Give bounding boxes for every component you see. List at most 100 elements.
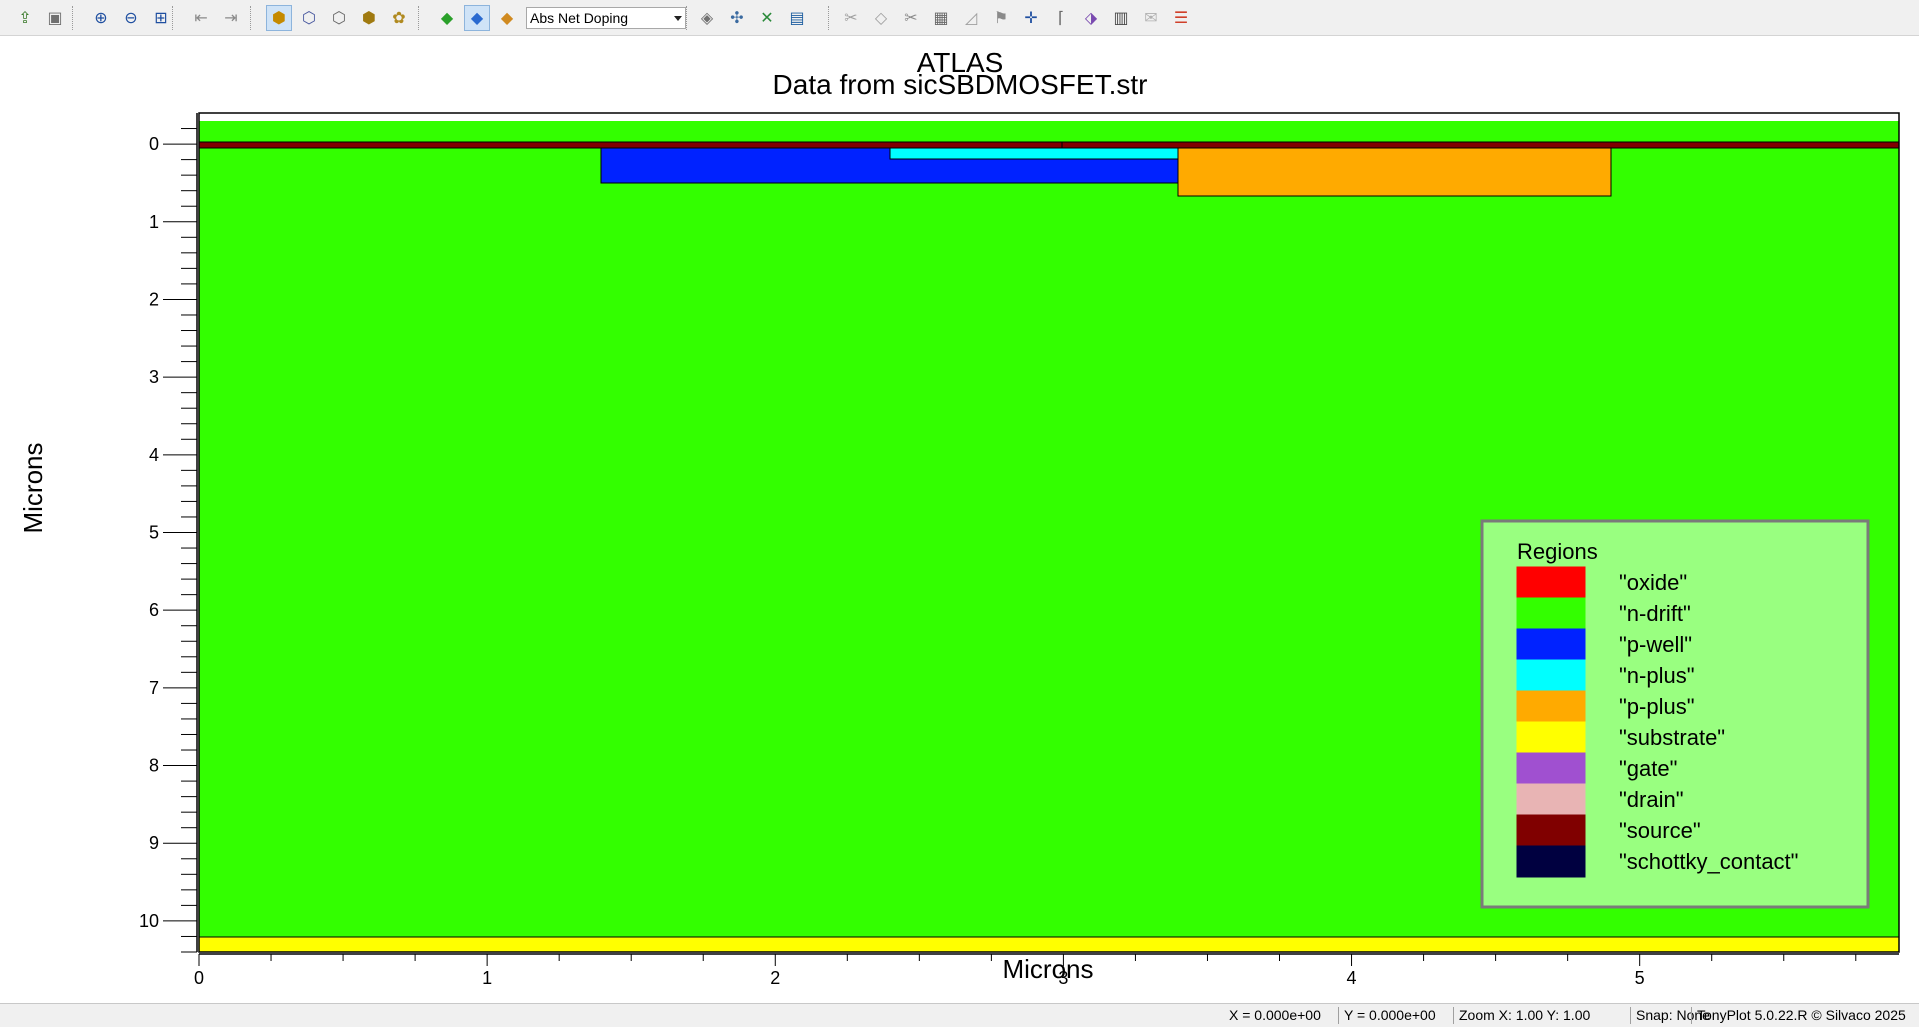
ruler-icon[interactable]: ◿ [964, 8, 978, 27]
region-source-left [198, 141, 1063, 149]
region-source-right [1061, 141, 1900, 149]
x-tick-label: 1 [482, 968, 492, 988]
y-axis: 0 1 2 3 4 5 6 7 8 9 10 [139, 113, 198, 953]
y-tick-label: 6 [149, 600, 159, 620]
boundary-icon[interactable]: ✿ [392, 8, 406, 27]
y-tick-label: 1 [149, 212, 159, 232]
legend-label: "drain" [1619, 787, 1684, 812]
y-tick-label: 4 [149, 445, 159, 465]
toolbar-separator [72, 6, 74, 30]
cutline-icon[interactable]: ✕ [760, 8, 774, 27]
plot-subtitle: Data from sicSBDMOSFET.str [773, 69, 1148, 100]
x-tick-label: 2 [770, 968, 780, 988]
axes-icon[interactable]: ✛ [1024, 8, 1038, 27]
region-color-icon[interactable]: ◆ [440, 8, 454, 27]
status-divider [1338, 1007, 1339, 1024]
legend-label: "p-well" [1619, 632, 1692, 657]
legend-swatch [1516, 690, 1586, 723]
status-divider [1630, 1007, 1631, 1024]
legend-swatch [1516, 752, 1586, 785]
label-icon[interactable]: ⌈ [1057, 8, 1065, 27]
y-tick-label: 8 [149, 756, 159, 776]
display-icon[interactable]: ▤ [789, 8, 805, 27]
movie-icon[interactable]: ▥ [1113, 8, 1129, 27]
version-label: TonyPlot 5.0.22.R © Silvaco 2025 [1697, 1007, 1906, 1023]
legend-label: "source" [1619, 818, 1701, 843]
x-coordinate-readout: X = 0.000e+00 [1229, 1007, 1321, 1023]
zoom-out-icon[interactable]: ⊖ [124, 8, 138, 27]
y-coordinate-readout: Y = 0.000e+00 [1344, 1007, 1436, 1023]
y-tick-label: 0 [149, 134, 159, 154]
legend-swatch [1516, 783, 1586, 816]
zoom-fit-icon[interactable]: ⊞ [154, 8, 168, 27]
legend-swatch [1516, 659, 1586, 692]
y-tick-label: 2 [149, 289, 159, 309]
region-n-plus [889, 147, 1179, 160]
y-tick-label: 5 [149, 523, 159, 543]
mesh-solid-icon[interactable]: ⬢ [362, 8, 376, 27]
back-icon[interactable]: ⇤ [194, 8, 208, 27]
y-tick-label: 10 [139, 911, 159, 931]
chevron-down-icon[interactable] [674, 16, 682, 21]
flag-icon[interactable]: ⚑ [993, 8, 1009, 27]
tools-icon[interactable]: ✣ [730, 8, 744, 27]
toolbar-separator [172, 6, 174, 30]
legend-swatch [1516, 597, 1586, 630]
legend-label: "n-drift" [1619, 601, 1691, 626]
toolbar-separator [418, 6, 420, 30]
toolbar-separator [828, 6, 830, 30]
mesh-outline-icon[interactable]: ⬡ [332, 8, 346, 27]
x-axis: 0 1 2 3 4 5 [194, 953, 1899, 988]
material-icon[interactable]: ◆ [500, 8, 514, 27]
x-tick-label: 4 [1347, 968, 1357, 988]
mesh-filled-icon[interactable]: ⬢ [266, 5, 292, 31]
legend-label: "schottky_contact" [1619, 849, 1798, 874]
scissors-disabled-icon[interactable]: ✂ [844, 8, 858, 27]
y-axis-label: Microns [18, 442, 48, 533]
legend-label: "p-plus" [1619, 694, 1695, 719]
tag-icon[interactable]: ⬗ [1084, 8, 1098, 27]
y-tick-label: 3 [149, 367, 159, 387]
legend-swatch [1516, 721, 1586, 754]
quantity-select[interactable]: Abs Net Doping [526, 7, 686, 29]
legend[interactable]: Regions "oxide" "n-drift" "p-well" "n-plus"… [1480, 519, 1870, 909]
x-tick-label: 3 [1058, 968, 1068, 988]
film-icon[interactable]: ▦ [933, 8, 949, 27]
x-axis-label: Microns [1002, 954, 1093, 984]
legend-label: "n-plus" [1619, 663, 1695, 688]
toolbar: ⇪ ▣ ⊕ ⊖ ⊞ ⇤ ⇥ ⬢ ⬡ ⬡ ⬢ ✿ ◆ ◆ ◆ ◈ ✣ ✕ ▤ ✂ ◇ ✂ ▦ ◿ ⚑ ✛ ⌈ ⬗ ▥ ✉ ☰ Abs Net … [0, 0, 1919, 36]
x-tick-label: 5 [1635, 968, 1645, 988]
status-divider [1453, 1007, 1454, 1024]
status-divider [1691, 1007, 1692, 1024]
legend-swatch [1516, 566, 1586, 599]
legend-title: Regions [1517, 539, 1598, 564]
legend-label: "gate" [1619, 756, 1677, 781]
mesh-grid-icon[interactable]: ⬡ [302, 8, 316, 27]
legend-label: "substrate" [1619, 725, 1725, 750]
forward-icon[interactable]: ⇥ [224, 8, 238, 27]
open-icon[interactable]: ⇪ [18, 8, 32, 27]
x-tick-label: 0 [194, 968, 204, 988]
probe-icon[interactable]: ◈ [700, 8, 714, 27]
zoom-in-icon[interactable]: ⊕ [94, 8, 108, 27]
legend-items: "oxide" "n-drift" "p-well" "n-plus" "p-plus"… [1516, 566, 1798, 878]
envelope-disabled-icon[interactable]: ✉ [1144, 8, 1158, 27]
legend-swatch [1516, 628, 1586, 661]
list-icon[interactable]: ☰ [1173, 8, 1189, 27]
cut-icon[interactable]: ✂ [904, 8, 918, 27]
zoom-readout: Zoom X: 1.00 Y: 1.00 [1459, 1007, 1591, 1023]
contour-icon[interactable]: ◆ [464, 5, 490, 31]
plot-frame [198, 112, 1900, 953]
box-disabled-icon[interactable]: ◇ [874, 8, 888, 27]
status-bar: X = 0.000e+00 Y = 0.000e+00 Zoom X: 1.00… [0, 1003, 1919, 1027]
save-icon[interactable]: ▣ [47, 8, 63, 27]
y-tick-label: 9 [149, 833, 159, 853]
legend-label: "oxide" [1619, 570, 1687, 595]
y-tick-label: 7 [149, 678, 159, 698]
region-p-plus [1177, 147, 1612, 197]
toolbar-separator [250, 6, 252, 30]
toolbar-separator [686, 6, 688, 30]
legend-swatch [1516, 845, 1586, 878]
quantity-select-value: Abs Net Doping [530, 10, 629, 26]
